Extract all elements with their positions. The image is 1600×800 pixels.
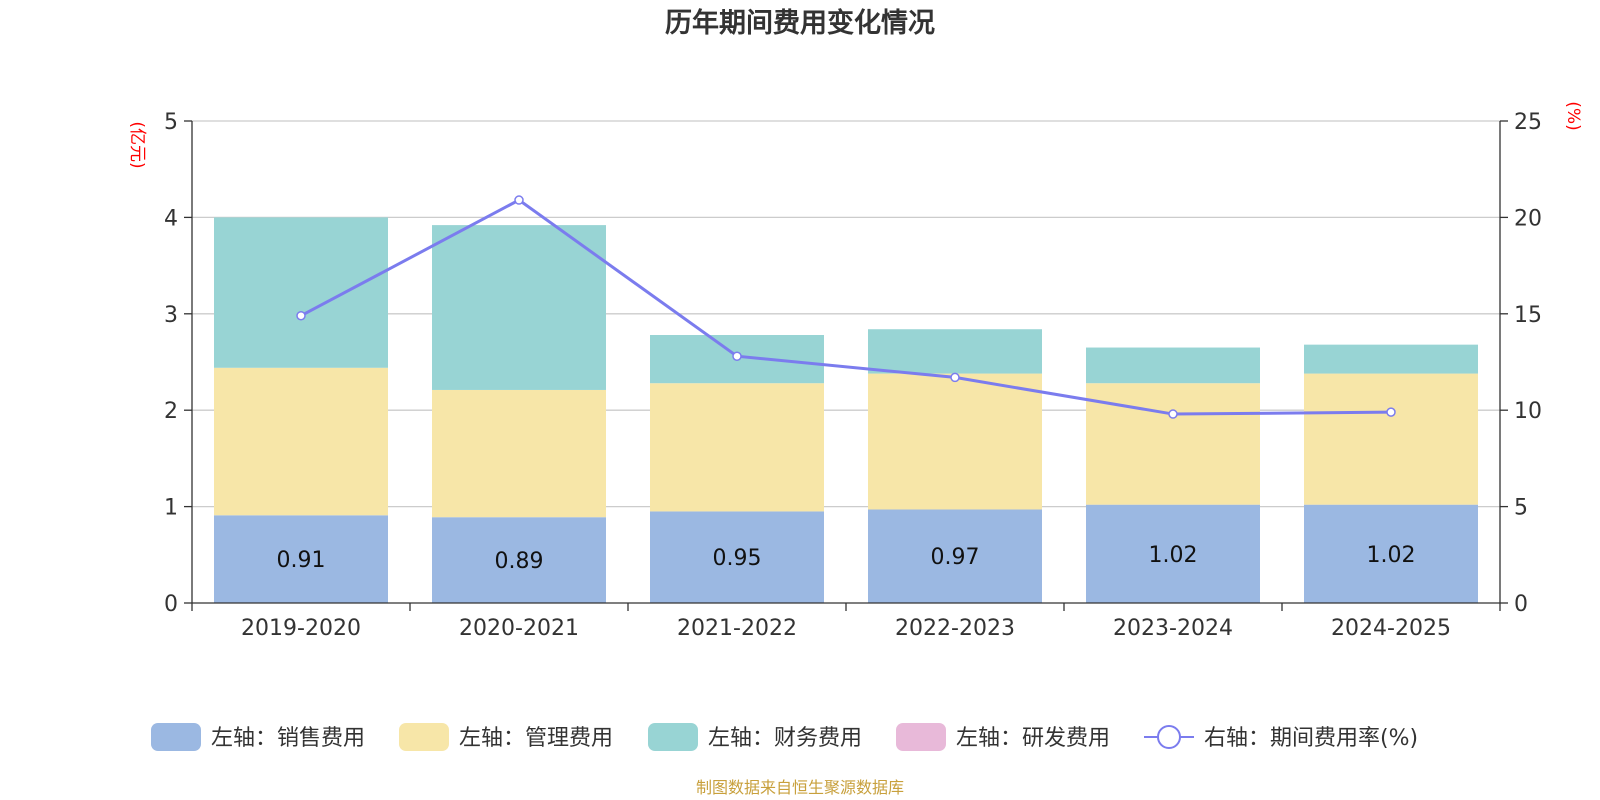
line-data-point <box>732 351 742 361</box>
x-axis-category-label: 2020-2021 <box>459 616 579 641</box>
bar-segment <box>650 383 824 512</box>
gridlines <box>192 120 1500 508</box>
legend-swatch <box>151 723 201 751</box>
right-axis-tick-label: 15 <box>1514 303 1542 328</box>
legend-swatch <box>399 723 449 751</box>
line-series-group <box>296 195 1396 419</box>
right-axis-tick-label: 5 <box>1514 496 1528 521</box>
bar-data-label: 1.02 <box>1367 543 1416 568</box>
legend-item: 左轴：管理费用 <box>399 723 613 751</box>
legend-label: 左轴：财务费用 <box>708 726 862 751</box>
line-data-point <box>1386 407 1396 417</box>
legend-item: 右轴：期间费用率(%) <box>1144 725 1418 751</box>
bar-segment <box>1304 344 1478 374</box>
bar-segment <box>1304 504 1478 603</box>
bar-segment <box>868 329 1042 374</box>
chart-title: 历年期间费用变化情况 <box>665 7 935 39</box>
bar-segment <box>432 389 606 518</box>
x-axis-category-label: 2021-2022 <box>677 616 797 641</box>
bar-data-label: 0.89 <box>495 549 544 574</box>
x-axis-category-label: 2024-2025 <box>1331 616 1451 641</box>
legend-label: 左轴：研发费用 <box>956 726 1110 751</box>
line-data-point <box>1168 409 1178 419</box>
legend-label: 左轴：销售费用 <box>211 726 365 751</box>
left-axis-tick-label: 5 <box>164 110 178 135</box>
line-data-point <box>514 195 524 205</box>
bar-segment <box>1304 373 1478 505</box>
bar-segment <box>432 517 606 603</box>
left-axis-tick-label: 1 <box>164 496 178 521</box>
right-axis-unit: (%) <box>1563 101 1583 130</box>
bar-segment <box>1086 383 1260 505</box>
right-axis-tick-label: 0 <box>1514 592 1528 617</box>
bar-segment <box>868 509 1042 603</box>
bar-data-label: 0.97 <box>931 545 980 570</box>
bar-segment <box>1086 504 1260 603</box>
bar-segment <box>432 225 606 390</box>
bar-segment <box>650 511 824 603</box>
line-data-point <box>296 310 306 321</box>
bar-segment <box>214 515 388 603</box>
left-axis-tick-label: 3 <box>164 303 178 328</box>
x-axis-category-label: 2019-2020 <box>241 616 361 641</box>
legend-swatch <box>648 723 698 751</box>
expense-ratio-line <box>300 198 1392 416</box>
bar-segment <box>214 217 388 368</box>
axes: 0 1 2 3 4 5 0 5 10 15 20 25 2019-2020 2020-2021 2021-2… <box>164 110 1542 641</box>
left-axis-tick-label: 2 <box>164 399 178 424</box>
x-axis-category-label: 2022-2023 <box>895 616 1015 641</box>
bar-data-label: 0.95 <box>713 546 762 571</box>
legend-marker <box>1157 725 1181 749</box>
left-axis-tick-label: 0 <box>164 592 178 617</box>
legend: 左轴：销售费用 左轴：管理费用 左轴：财务费用 左轴：研发费用 右轴：期间费用率(%) <box>151 723 1418 751</box>
x-axis-category-label: 2023-2024 <box>1113 616 1233 641</box>
bar-segment <box>214 367 388 516</box>
line-data-point <box>950 372 960 383</box>
bar-series-group: 0.91 0.89 0.95 0.97 1.02 1.02 <box>214 217 1478 603</box>
legend-item: 左轴：研发费用 <box>896 723 1110 751</box>
bar-data-label: 0.91 <box>277 548 326 573</box>
bar-data-label: 1.02 <box>1149 543 1198 568</box>
legend-swatch <box>896 723 946 751</box>
right-axis-tick-label: 20 <box>1514 206 1542 231</box>
legend-item: 左轴：财务费用 <box>648 723 862 751</box>
bar-segment <box>868 373 1042 510</box>
legend-label: 左轴：管理费用 <box>459 726 613 751</box>
source-note: 制图数据来自恒生聚源数据库 <box>696 778 904 797</box>
left-axis-unit: (亿元) <box>127 121 147 168</box>
right-axis-tick-label: 10 <box>1514 399 1542 424</box>
left-axis-tick-label: 4 <box>164 206 178 231</box>
bar-segment <box>1086 347 1260 384</box>
right-axis-tick-label: 25 <box>1514 110 1542 135</box>
legend-label: 右轴：期间费用率(%) <box>1204 726 1418 751</box>
legend-item: 左轴：销售费用 <box>151 723 365 751</box>
